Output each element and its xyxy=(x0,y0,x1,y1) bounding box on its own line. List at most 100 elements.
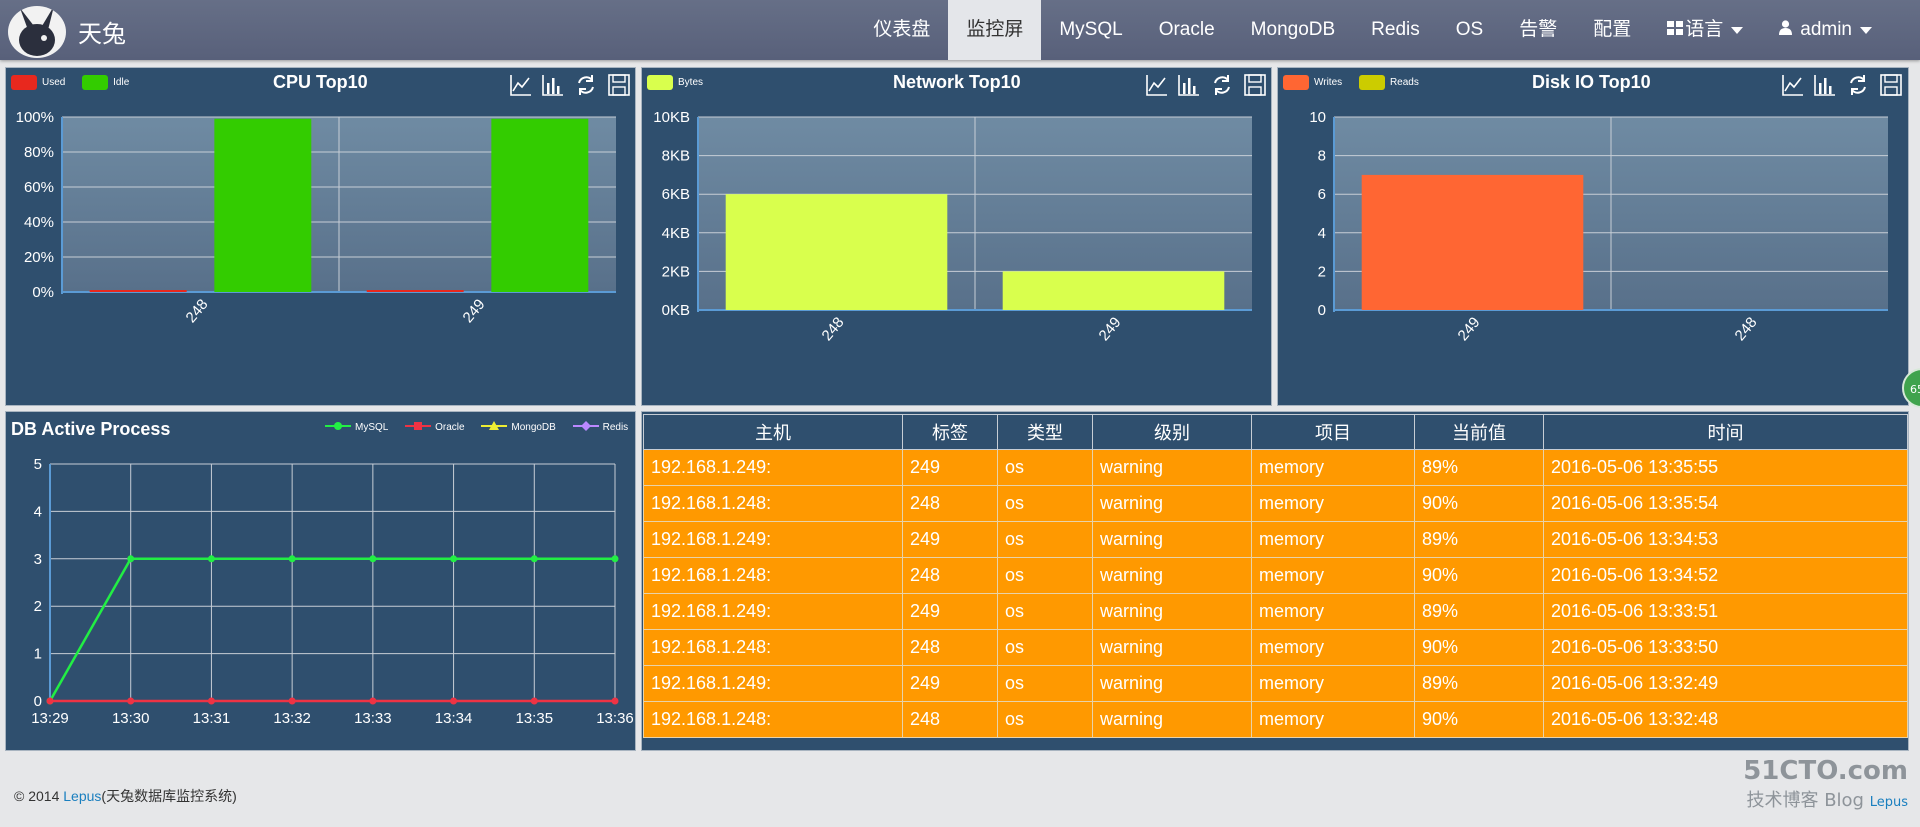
nav-monitor-screen[interactable]: 监控屏 xyxy=(948,0,1042,60)
table-row[interactable]: 192.168.1.248: 248 os warning memory 90% 2016-… xyxy=(643,629,1908,666)
cell-host: 192.168.1.249: xyxy=(643,521,903,558)
disk-chart-tools xyxy=(1780,72,1904,98)
process-legend-redis[interactable]: Redis xyxy=(602,422,629,433)
nav-mysql[interactable]: MySQL xyxy=(1059,19,1123,40)
watermark-lepus-link[interactable]: Lepus xyxy=(1869,795,1908,810)
cell-type: os xyxy=(997,485,1093,522)
column-header-item[interactable]: 项目 xyxy=(1251,414,1415,450)
process-point-mysql xyxy=(127,555,135,563)
table-row[interactable]: 192.168.1.249: 249 os warning memory 89% 2016-… xyxy=(643,449,1908,486)
cpu-legend-used[interactable]: Used xyxy=(42,77,66,88)
refresh-icon[interactable] xyxy=(578,75,594,95)
cell-item: memory xyxy=(1251,449,1415,486)
rabbit-logo-icon[interactable] xyxy=(8,6,66,58)
save-icon[interactable] xyxy=(1244,74,1266,96)
process-plot-area xyxy=(50,464,615,701)
cell-type: os xyxy=(997,665,1093,702)
process-point-mysql xyxy=(207,555,215,563)
process-x-tick: 13:33 xyxy=(354,710,392,727)
column-header-type[interactable]: 类型 xyxy=(997,414,1093,450)
cell-host: 192.168.1.249: xyxy=(643,449,903,486)
cell-value: 90% xyxy=(1414,557,1544,594)
process-y-tick: 3 xyxy=(34,551,42,568)
refresh-icon[interactable] xyxy=(1850,75,1866,95)
cell-value: 89% xyxy=(1414,521,1544,558)
disk-y-tick: 2 xyxy=(1318,263,1326,280)
cell-value: 89% xyxy=(1414,593,1544,630)
process-legend-redis-marker xyxy=(572,421,599,434)
nav-oracle[interactable]: Oracle xyxy=(1158,19,1215,40)
disk-legend-writes-swatch xyxy=(1283,75,1309,90)
disk-chart-title: Disk IO Top10 xyxy=(1532,72,1651,92)
column-header-time[interactable]: 时间 xyxy=(1543,414,1908,450)
nav-user-dropdown[interactable]: admin xyxy=(1761,0,1890,60)
table-row[interactable]: 192.168.1.248: 248 os warning memory 90% 2016-… xyxy=(643,701,1908,738)
cpu-chart-tools xyxy=(508,72,632,98)
network-bar-bytes-249 xyxy=(1002,271,1225,310)
cell-item: memory xyxy=(1251,557,1415,594)
table-row[interactable]: 192.168.1.248: 248 os warning memory 90% 2016-… xyxy=(643,557,1908,594)
process-legend-mysql[interactable]: MySQL xyxy=(355,422,389,433)
column-header-tag[interactable]: 标签 xyxy=(902,414,998,450)
disk-legend-writes[interactable]: Writes xyxy=(1314,77,1343,88)
nav-mongodb[interactable]: MongoDB xyxy=(1250,19,1336,40)
cpu-legend-used-swatch xyxy=(11,75,37,90)
cell-item: memory xyxy=(1251,485,1415,522)
line-chart-icon[interactable] xyxy=(1782,75,1803,96)
cpu-y-tick: 20% xyxy=(24,249,54,266)
nav-language-label: 语言 xyxy=(1685,19,1724,41)
line-chart-icon[interactable] xyxy=(510,75,531,96)
nav-dashboard[interactable]: 仪表盘 xyxy=(873,19,931,40)
cell-host: 192.168.1.248: xyxy=(643,629,903,666)
column-header-current-value[interactable]: 当前值 xyxy=(1414,414,1544,450)
cell-time: 2016-05-06 13:32:48 xyxy=(1543,701,1908,738)
disk-y-tick: 0 xyxy=(1318,302,1326,319)
disk-y-tick: 8 xyxy=(1318,148,1326,165)
line-chart-icon[interactable] xyxy=(1146,75,1167,96)
footer-lepus-link[interactable]: Lepus xyxy=(63,788,102,804)
process-legend-mongodb[interactable]: MongoDB xyxy=(511,422,556,433)
save-icon[interactable] xyxy=(1880,74,1902,96)
table-row[interactable]: 192.168.1.249: 249 os warning memory 89% 2016-… xyxy=(643,521,1908,558)
network-legend: Bytes xyxy=(647,75,717,90)
network-legend-bytes[interactable]: Bytes xyxy=(678,77,704,88)
watermark-blog-text: 技术博客 Blog xyxy=(1746,790,1864,811)
nav-redis[interactable]: Redis xyxy=(1371,19,1420,40)
cell-type: os xyxy=(997,521,1093,558)
table-row[interactable]: 192.168.1.249: 249 os warning memory 89% 2016-… xyxy=(643,593,1908,630)
top-navbar: 天兔 仪表盘 监控屏 MySQL Oracle MongoDB Redis OS… xyxy=(0,0,1920,60)
nav-config[interactable]: 配置 xyxy=(1593,19,1632,40)
cell-level: warning xyxy=(1092,593,1252,630)
table-row[interactable]: 192.168.1.249: 249 os warning memory 89% 2016-… xyxy=(643,665,1908,702)
process-legend-oracle[interactable]: Oracle xyxy=(435,422,465,433)
footer: © 2014 Lepus(天兔数据库监控系统) xyxy=(14,786,237,806)
cpu-legend-idle[interactable]: Idle xyxy=(113,77,130,88)
bar-chart-icon[interactable] xyxy=(1814,75,1835,96)
process-point-mysql xyxy=(288,555,296,563)
cell-value: 90% xyxy=(1414,701,1544,738)
brand-name[interactable]: 天兔 xyxy=(78,20,126,48)
nav-alarm[interactable]: 告警 xyxy=(1519,19,1558,40)
bar-chart-icon[interactable] xyxy=(542,75,563,96)
process-y-tick: 1 xyxy=(34,646,42,663)
cpu-bar-idle-249 xyxy=(491,118,589,292)
process-x-tick: 13:32 xyxy=(273,710,311,727)
process-legend-mysql-marker xyxy=(325,421,351,434)
process-x-tick: 13:36 xyxy=(596,710,634,727)
cell-time: 2016-05-06 13:35:54 xyxy=(1543,485,1908,522)
table-row[interactable]: 192.168.1.248: 248 os warning memory 90% 2016-… xyxy=(643,485,1908,522)
column-header-host[interactable]: 主机 xyxy=(643,414,903,450)
nav-os[interactable]: OS xyxy=(1455,19,1484,40)
cell-tag: 249 xyxy=(902,449,998,486)
chevron-down-icon xyxy=(1860,26,1872,34)
disk-legend-reads[interactable]: Reads xyxy=(1389,77,1419,88)
save-icon[interactable] xyxy=(608,74,630,96)
process-point-oracle xyxy=(288,697,296,705)
process-point-oracle xyxy=(46,697,54,705)
cpu-bar-idle-248 xyxy=(214,118,312,292)
bar-chart-icon[interactable] xyxy=(1178,75,1199,96)
column-header-level[interactable]: 级别 xyxy=(1092,414,1252,450)
nav-language-dropdown[interactable]: 语言 xyxy=(1649,0,1761,60)
alarm-table-header: 主机 标签 类型 级别 项目 当前值 时间 xyxy=(643,414,1908,450)
refresh-icon[interactable] xyxy=(1214,75,1230,95)
